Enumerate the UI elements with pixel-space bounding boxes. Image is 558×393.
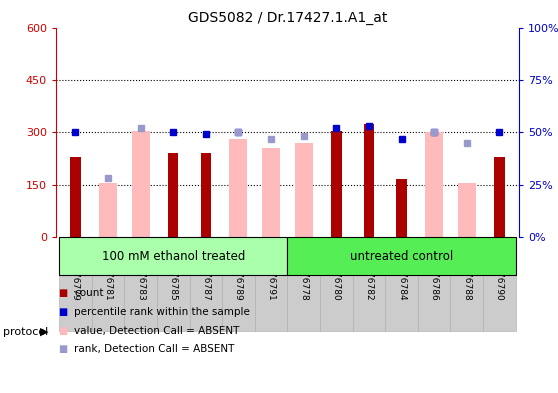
Bar — [483, 237, 516, 331]
Bar — [364, 123, 374, 237]
Bar — [157, 237, 190, 331]
Bar — [450, 237, 483, 331]
Bar — [295, 143, 312, 237]
Text: ■: ■ — [59, 325, 68, 336]
Bar — [70, 157, 80, 237]
Bar — [59, 237, 287, 275]
Text: untreated control: untreated control — [350, 250, 453, 263]
Bar — [385, 237, 418, 331]
Text: ■: ■ — [59, 288, 68, 298]
Bar — [124, 237, 157, 331]
Text: ■: ■ — [59, 344, 68, 354]
Bar — [222, 237, 255, 331]
Bar — [132, 130, 150, 237]
Bar — [59, 237, 92, 331]
Title: GDS5082 / Dr.17427.1.A1_at: GDS5082 / Dr.17427.1.A1_at — [187, 11, 387, 25]
Text: protocol: protocol — [3, 327, 48, 337]
Bar — [458, 183, 476, 237]
Bar — [92, 237, 124, 331]
Bar — [331, 130, 341, 237]
Bar — [494, 157, 504, 237]
Text: ▶: ▶ — [40, 327, 49, 337]
Text: count: count — [74, 288, 104, 298]
Bar — [287, 237, 320, 331]
Text: value, Detection Call = ABSENT: value, Detection Call = ABSENT — [74, 325, 239, 336]
Bar — [201, 153, 211, 237]
Bar — [99, 183, 117, 237]
Bar — [425, 132, 443, 237]
Bar — [418, 237, 450, 331]
Bar — [229, 139, 247, 237]
Text: percentile rank within the sample: percentile rank within the sample — [74, 307, 250, 317]
Bar — [255, 237, 287, 331]
Text: rank, Detection Call = ABSENT: rank, Detection Call = ABSENT — [74, 344, 234, 354]
Bar — [320, 237, 353, 331]
Text: 100 mM ethanol treated: 100 mM ethanol treated — [102, 250, 245, 263]
Bar — [190, 237, 222, 331]
Bar — [287, 237, 516, 275]
Bar — [353, 237, 385, 331]
Bar — [396, 179, 407, 237]
Text: ■: ■ — [59, 307, 68, 317]
Bar — [262, 148, 280, 237]
Bar — [168, 153, 179, 237]
